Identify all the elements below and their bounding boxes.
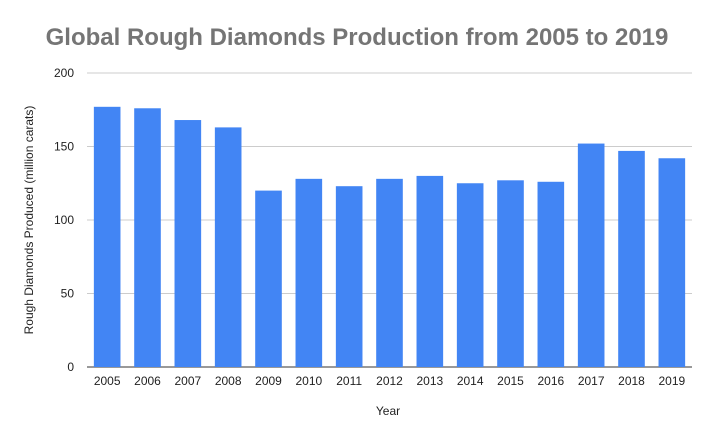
bar-2017 <box>577 143 605 367</box>
y-tick-label: 0 <box>67 360 74 374</box>
y-tick-label: 50 <box>61 287 75 301</box>
x-axis-ticks: 2005 2006 2007 2008 2009 2010 2011 2012 2013 2014… <box>94 374 686 388</box>
y-tick-label: 150 <box>54 140 74 154</box>
y-axis-ticks: 0 50 100 150 200 <box>54 66 74 374</box>
x-tick-label: 2005 <box>94 374 121 388</box>
bar-2009 <box>255 190 282 367</box>
bar-2015 <box>497 180 524 367</box>
bar-2014 <box>456 183 484 367</box>
x-tick-label: 2006 <box>134 374 161 388</box>
bar-2012 <box>376 178 403 367</box>
bar-2018 <box>618 150 645 367</box>
y-tick-label: 200 <box>54 66 74 80</box>
chart-title: Global Rough Diamonds Production from 20… <box>46 24 669 51</box>
x-tick-label: 2012 <box>376 374 403 388</box>
y-tick-label: 100 <box>54 213 74 227</box>
bar-2006 <box>134 108 161 367</box>
bars <box>93 106 686 367</box>
x-tick-label: 2015 <box>497 374 524 388</box>
x-tick-label: 2007 <box>174 374 201 388</box>
x-tick-label: 2008 <box>215 374 242 388</box>
x-tick-label: 2017 <box>578 374 605 388</box>
x-tick-label: 2014 <box>457 374 484 388</box>
bar-2016 <box>537 181 565 367</box>
bar-2010 <box>295 178 323 367</box>
x-tick-label: 2009 <box>255 374 282 388</box>
x-tick-label: 2019 <box>658 374 685 388</box>
bar-2013 <box>416 175 444 367</box>
y-axis-label: Rough Diamonds Produced (million carats) <box>22 106 36 335</box>
bar-2011 <box>335 186 363 367</box>
bar-2007 <box>174 120 202 367</box>
x-tick-label: 2010 <box>295 374 322 388</box>
bar-2005 <box>93 106 121 367</box>
x-tick-label: 2013 <box>416 374 443 388</box>
x-tick-label: 2018 <box>618 374 645 388</box>
x-axis-label: Year <box>376 404 400 418</box>
x-tick-label: 2016 <box>537 374 564 388</box>
bar-2008 <box>214 127 242 367</box>
x-tick-label: 2011 <box>336 374 362 388</box>
bar-2019 <box>658 158 686 367</box>
